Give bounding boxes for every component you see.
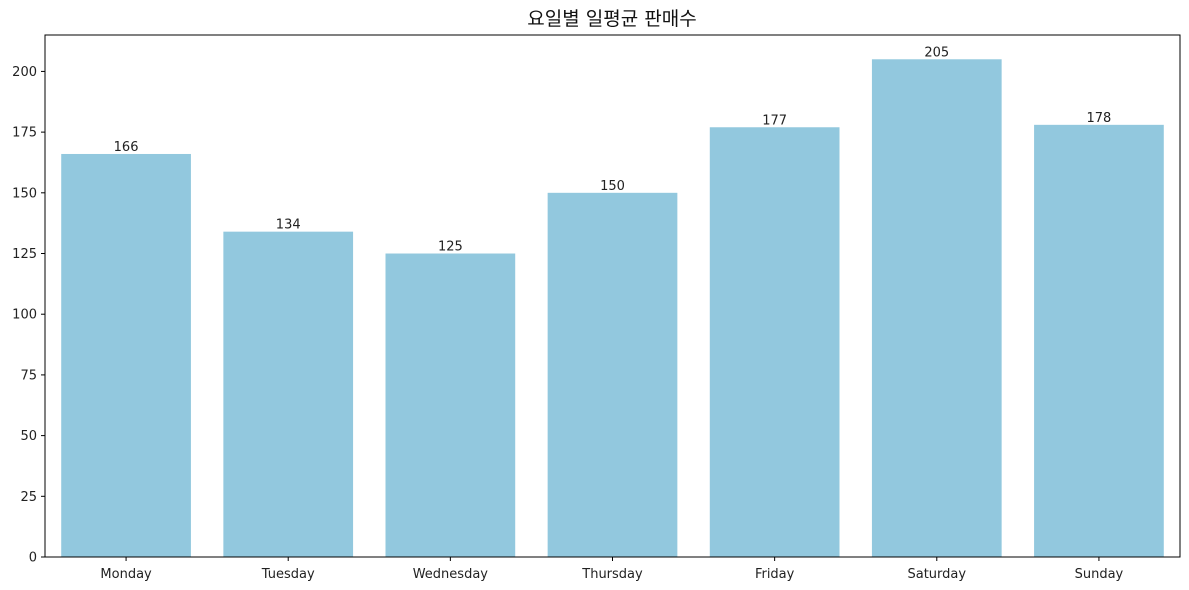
bar-saturday [871, 59, 1002, 558]
y-tick-label: 0 [29, 551, 37, 566]
value-label-monday: 166 [114, 140, 139, 155]
y-tick-label: 200 [12, 65, 37, 80]
bar-wednesday [385, 253, 516, 557]
x-tick-label-sunday: Sunday [1075, 567, 1124, 582]
y-tick-label: 25 [20, 490, 37, 505]
x-tick-label-monday: Monday [100, 567, 152, 582]
value-label-saturday: 205 [924, 45, 949, 60]
x-tick-label-saturday: Saturday [907, 567, 966, 582]
y-tick-label: 75 [20, 368, 37, 383]
value-label-wednesday: 125 [438, 240, 463, 255]
bar-sunday [1034, 124, 1164, 558]
y-tick-label: 150 [12, 186, 37, 201]
plot-frame [44, 34, 1181, 558]
y-axis: 0 25 50 75 100 125 150 175 200 [12, 65, 45, 566]
value-label-friday: 177 [762, 113, 787, 128]
bar-tuesday [223, 231, 354, 557]
x-tick-label-tuesday: Tuesday [261, 567, 315, 582]
x-tick-label-thursday: Thursday [581, 567, 643, 582]
bar-friday [709, 127, 840, 557]
value-labels-layer: 166 134 125 150 177 205 178 [114, 45, 1112, 254]
bars-layer [61, 59, 1164, 558]
y-tick-label: 125 [12, 247, 37, 262]
y-tick-label: 175 [12, 126, 37, 141]
y-tick-label: 50 [20, 429, 37, 444]
value-label-sunday: 178 [1087, 111, 1112, 126]
bar-monday [61, 153, 191, 557]
x-axis: Monday Tuesday Wednesday Thursday Friday Satu… [100, 557, 1124, 582]
x-tick-label-wednesday: Wednesday [413, 567, 489, 582]
value-label-tuesday: 134 [276, 218, 301, 233]
value-label-thursday: 150 [600, 179, 625, 194]
bar-thursday [547, 192, 678, 557]
chart-title: 요일별 일평균 판매수 [527, 8, 696, 30]
x-tick-label-friday: Friday [755, 567, 795, 582]
y-tick-label: 100 [12, 308, 37, 323]
